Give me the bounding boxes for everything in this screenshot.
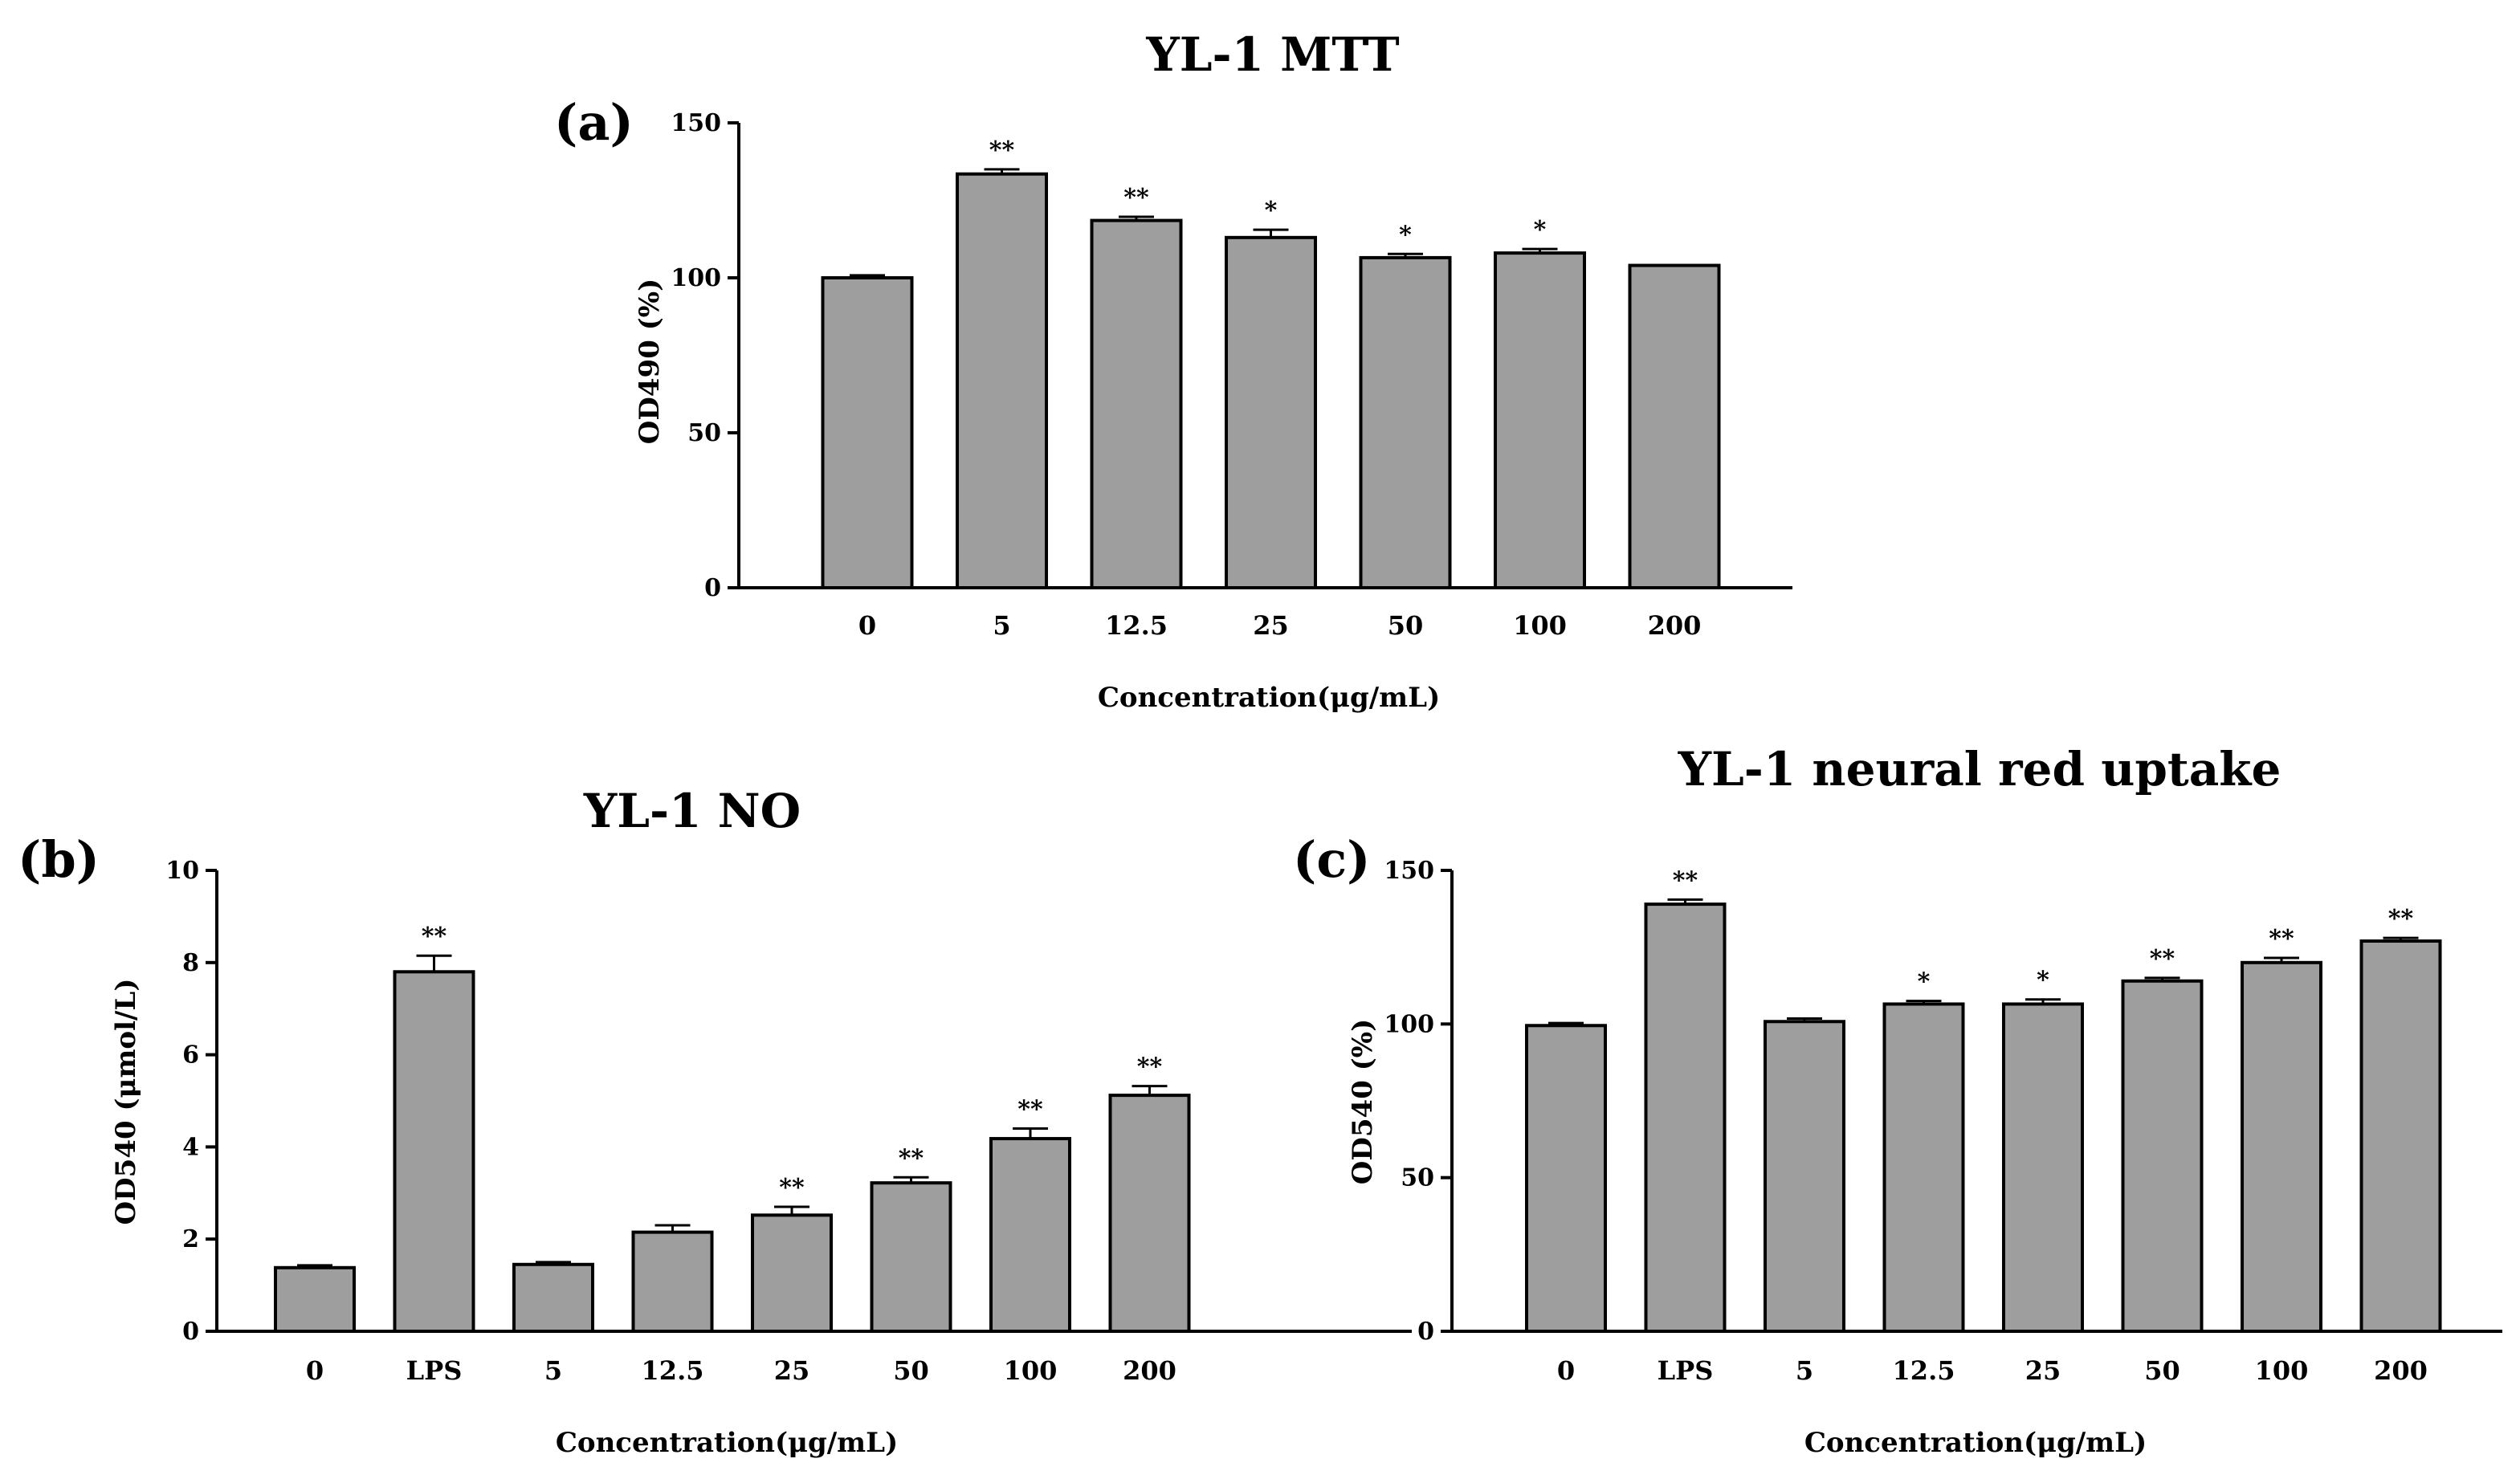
bar: [821, 276, 914, 589]
y-tick-label: 10: [165, 857, 199, 885]
y-tick-label: 0: [182, 1318, 199, 1346]
bar: [2241, 960, 2322, 1334]
y-tick-label: 0: [704, 574, 721, 602]
bar: [751, 1213, 833, 1334]
bar: [1628, 263, 1721, 589]
significance-marker: *: [1918, 968, 1931, 996]
significance-marker: **: [1017, 1095, 1043, 1123]
y-tick-label: 6: [182, 1041, 199, 1070]
x-tick-label: 200: [2374, 1355, 2428, 1386]
x-tick-label: 5: [993, 610, 1010, 641]
significance-marker: **: [989, 136, 1015, 165]
significance-marker: *: [1534, 216, 1547, 244]
x-tick-label: 50: [2144, 1355, 2180, 1386]
significance-marker: **: [2269, 925, 2294, 953]
bar: [2002, 1002, 2084, 1333]
panel-label: (a): [554, 93, 634, 152]
x-tick-label: 0: [1557, 1355, 1575, 1386]
significance-marker: *: [1265, 197, 1278, 225]
chart-panel-b: YL-1 NO (b) 0 2 4 6 8 10 OD540 (μmol/L) 0 ** LPS 5 12…: [18, 784, 1412, 1459]
x-tick-label: 12.5: [1105, 610, 1168, 641]
y-tick-label: 0: [1417, 1318, 1434, 1346]
y-axis-label: OD540 (μmol/L): [110, 979, 142, 1225]
significance-marker: **: [899, 1144, 924, 1172]
y-tick-label: 50: [1401, 1164, 1434, 1192]
x-tick-label: LPS: [406, 1355, 463, 1386]
x-tick-label: 12.5: [642, 1355, 704, 1386]
bar: [631, 1230, 714, 1333]
x-axis-label: Concentration(μg/mL): [1804, 1427, 2147, 1459]
y-tick-label: 50: [687, 419, 721, 447]
chart-title: YL-1 neural red uptake: [1678, 742, 2281, 797]
bar: [1494, 251, 1586, 589]
y-tick-label: 100: [671, 264, 721, 292]
chart-panel-c: YL-1 neural red uptake(c)050100150OD540 …: [1293, 742, 2502, 1459]
x-tick-label: 200: [1648, 610, 1702, 641]
y-tick-label: 100: [1384, 1010, 1434, 1038]
significance-marker: **: [1673, 866, 1698, 894]
bar: [1525, 1024, 1607, 1334]
x-tick-label: 25: [1253, 610, 1289, 641]
significance-marker: **: [779, 1174, 805, 1202]
y-tick-label: 2: [182, 1225, 199, 1253]
x-tick-label: 5: [1796, 1355, 1813, 1386]
bar: [393, 970, 475, 1334]
x-tick-label: 25: [774, 1355, 810, 1386]
y-axis-label: OD540 (%): [1347, 1019, 1379, 1184]
bar: [1108, 1094, 1191, 1334]
bar: [1764, 1020, 1845, 1333]
x-tick-label: 0: [306, 1355, 324, 1386]
x-tick-label: 50: [1388, 610, 1424, 641]
x-tick-label: 100: [1513, 610, 1567, 641]
x-tick-label: LPS: [1658, 1355, 1714, 1386]
bar: [1644, 903, 1727, 1334]
y-tick-label: 150: [1384, 857, 1434, 885]
bar: [274, 1265, 356, 1333]
panel-label: (b): [18, 830, 100, 889]
x-axis-label: Concentration(μg/mL): [556, 1427, 898, 1459]
bar: [512, 1262, 594, 1334]
significance-marker: *: [1399, 221, 1412, 249]
bar: [2359, 939, 2442, 1333]
x-tick-label: 100: [1004, 1355, 1058, 1386]
x-tick-label: 12.5: [1893, 1355, 1955, 1386]
significance-marker: *: [2037, 967, 2049, 995]
x-tick-label: 5: [544, 1355, 562, 1386]
x-tick-label: 50: [893, 1355, 929, 1386]
significance-marker: **: [1123, 184, 1149, 212]
bar: [1882, 1002, 1965, 1333]
chart-title: YL-1 MTT: [1145, 27, 1399, 82]
panel-label: (c): [1293, 830, 1370, 889]
x-tick-label: 100: [2255, 1355, 2309, 1386]
x-axis-label: Concentration(μg/mL): [1098, 682, 1440, 714]
bar: [2121, 979, 2204, 1333]
y-axis-label: OD490 (%): [634, 279, 666, 444]
bar: [870, 1181, 952, 1333]
x-tick-label: 0: [858, 610, 876, 641]
x-tick-label: 25: [2025, 1355, 2061, 1386]
y-tick-label: 4: [182, 1133, 199, 1161]
bar: [956, 172, 1048, 589]
chart-title: YL-1 NO: [583, 784, 801, 838]
bar: [989, 1137, 1071, 1333]
bar: [1359, 255, 1452, 589]
x-tick-label: 200: [1123, 1355, 1176, 1386]
significance-marker: **: [2388, 905, 2414, 933]
bar: [1090, 218, 1183, 589]
significance-marker: **: [422, 923, 447, 951]
bar: [1225, 235, 1317, 589]
y-tick-label: 150: [671, 109, 721, 137]
significance-marker: **: [2150, 945, 2175, 973]
y-tick-label: 8: [182, 949, 199, 977]
significance-marker: **: [1137, 1053, 1163, 1082]
